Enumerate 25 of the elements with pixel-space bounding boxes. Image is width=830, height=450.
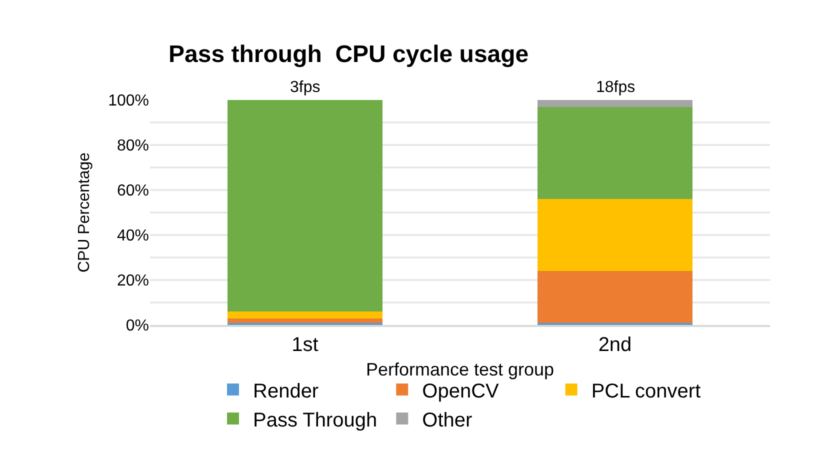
bar: [228, 312, 382, 318]
legend-label: PCL convert: [591, 380, 702, 402]
bar: [228, 318, 382, 323]
x-axis-title: Performance test group: [366, 360, 554, 380]
bar: [538, 199, 692, 271]
chart-title: Pass through CPU cycle usage: [168, 40, 529, 68]
x-tick-label: 2nd: [598, 334, 632, 356]
annotation: 18fps: [596, 79, 636, 96]
y-axis-title: CPU Percentage: [76, 152, 93, 273]
bar: [538, 271, 692, 323]
legend-label: OpenCV: [422, 380, 500, 402]
y-tick-label: 100%: [108, 92, 149, 110]
y-tick-label: 60%: [116, 182, 149, 200]
y-tick-label: 0%: [126, 318, 149, 335]
legend-label: Pass Through: [253, 409, 378, 432]
legend-label: Other: [422, 409, 473, 432]
bar: [538, 100, 692, 107]
legend-label: Render: [253, 380, 319, 402]
bar: [228, 100, 382, 312]
bar: [538, 106, 692, 199]
x-tick-label: 1st: [292, 334, 319, 356]
y-tick-label: 40%: [116, 228, 149, 245]
y-tick-label: 80%: [116, 138, 149, 155]
y-tick-label: 20%: [116, 272, 149, 290]
annotation: 3fps: [290, 79, 320, 96]
